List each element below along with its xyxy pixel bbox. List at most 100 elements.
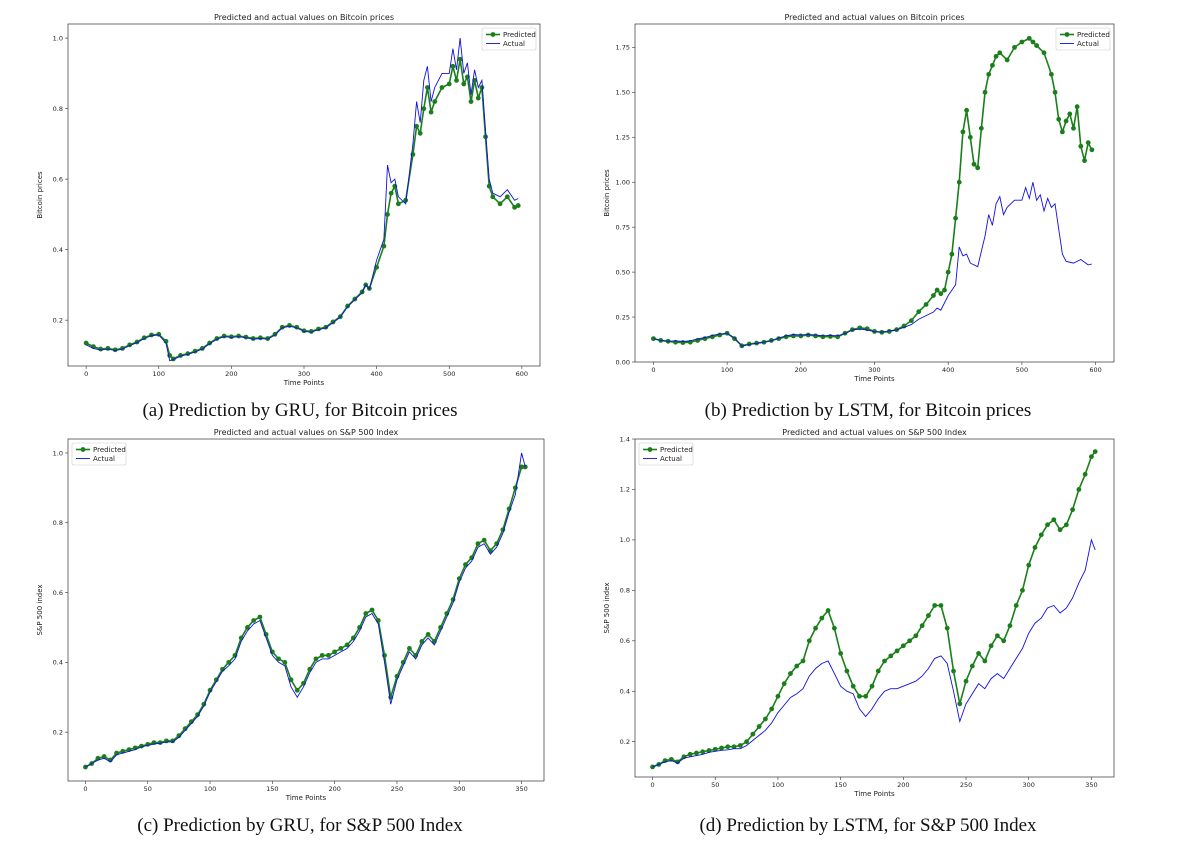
predicted-point-a-52 xyxy=(421,106,427,112)
predicted-point-d-31 xyxy=(844,668,850,674)
y-tick-label-b-4: 1.00 xyxy=(616,179,630,187)
predicted-point-c-71 xyxy=(522,464,528,470)
legend-box-c xyxy=(71,442,127,466)
x-tick-label-d-6: 300 xyxy=(1023,781,1035,789)
predicted-point-d-25 xyxy=(806,638,812,644)
x-axis-label-b: Time Points xyxy=(853,375,895,383)
predicted-point-b-68 xyxy=(1063,118,1069,124)
x-axis-label-c: Time Points xyxy=(285,794,327,802)
caption-d: (d) Prediction by LSTM, for S&P 500 Inde… xyxy=(699,815,1037,836)
legend-actual-label-b: Actual xyxy=(1077,40,1099,48)
predicted-point-b-64 xyxy=(1048,71,1054,77)
y-tick-label-a-0: 0.2 xyxy=(53,316,63,324)
series-actual-line-a xyxy=(85,38,519,362)
predicted-point-d-18 xyxy=(763,716,768,722)
x-tick-label-c-4: 200 xyxy=(328,785,340,793)
predicted-point-a-47 xyxy=(396,201,401,207)
predicted-point-d-44 xyxy=(926,613,931,618)
predicted-point-d-30 xyxy=(838,651,844,656)
predicted-point-d-48 xyxy=(951,668,956,674)
legend-actual-label-c: Actual xyxy=(93,455,115,463)
predicted-point-a-0 xyxy=(83,340,89,346)
predicted-point-d-64 xyxy=(1051,517,1057,523)
predicted-point-d-0 xyxy=(650,764,655,770)
predicted-point-b-59 xyxy=(1019,39,1025,45)
predicted-point-d-8 xyxy=(700,749,706,755)
series-predicted-line-d xyxy=(652,451,1096,768)
predicted-point-c-32 xyxy=(282,659,288,665)
predicted-point-b-32 xyxy=(886,329,892,334)
predicted-point-a-70 xyxy=(497,201,503,207)
predicted-point-a-72 xyxy=(512,204,517,210)
predicted-point-b-21 xyxy=(805,332,811,338)
series-predicted-points-a xyxy=(83,56,521,362)
y-tick-label-d-1: 0.4 xyxy=(620,688,630,696)
predicted-point-b-54 xyxy=(990,62,995,68)
predicted-point-b-55 xyxy=(993,53,999,59)
y-tick-label-a-2: 0.6 xyxy=(53,175,63,183)
predicted-point-c-37 xyxy=(313,656,319,662)
predicted-point-d-55 xyxy=(994,633,1000,639)
x-tick-label-c-1: 50 xyxy=(144,785,152,793)
predicted-point-a-65 xyxy=(475,95,481,101)
chart-d-svg: Predicted and actual values on S&P 500 I… xyxy=(603,428,1115,798)
predicted-point-a-67 xyxy=(483,134,488,140)
chart-panel-a: Predicted and actual values on Bitcoin p… xyxy=(30,10,570,390)
predicted-point-d-23 xyxy=(794,663,800,669)
predicted-point-d-57 xyxy=(1007,623,1013,629)
predicted-point-d-15 xyxy=(744,739,749,745)
predicted-point-d-28 xyxy=(825,608,831,613)
predicted-point-b-69 xyxy=(1067,111,1073,117)
predicted-point-d-7 xyxy=(694,750,699,756)
x-tick-label-a-2: 200 xyxy=(225,370,237,378)
caption-c: (c) Prediction by GRU, for S&P 500 Index xyxy=(137,815,463,836)
predicted-point-d-54 xyxy=(988,643,994,649)
predicted-point-c-26 xyxy=(245,625,250,630)
predicted-point-b-46 xyxy=(960,129,966,135)
predicted-point-d-65 xyxy=(1057,527,1063,533)
legend-predicted-label-d: Predicted xyxy=(660,446,693,454)
predicted-point-b-9 xyxy=(717,332,723,338)
x-tick-label-b-0: 0 xyxy=(651,366,655,374)
predicted-point-d-21 xyxy=(781,681,787,687)
predicted-point-d-43 xyxy=(919,623,925,629)
predicted-point-b-37 xyxy=(923,302,929,307)
y-tick-label-c-3: 0.8 xyxy=(53,519,63,527)
predicted-point-a-23 xyxy=(243,334,249,340)
predicted-point-d-10 xyxy=(712,746,718,752)
predicted-point-d-36 xyxy=(875,668,881,674)
predicted-point-a-58 xyxy=(450,63,456,69)
predicted-point-a-48 xyxy=(403,197,409,203)
predicted-point-d-51 xyxy=(969,663,975,669)
legend-predicted-marker-b xyxy=(1064,32,1070,37)
predicted-point-d-52 xyxy=(976,651,981,656)
predicted-point-d-33 xyxy=(857,693,862,699)
predicted-point-c-34 xyxy=(294,687,300,693)
legend-predicted-label-b: Predicted xyxy=(1077,31,1110,39)
x-tick-label-a-6: 600 xyxy=(516,370,528,378)
predicted-point-d-19 xyxy=(769,706,775,712)
predicted-point-b-65 xyxy=(1052,89,1058,95)
predicted-point-b-45 xyxy=(956,179,962,185)
predicted-point-a-59 xyxy=(454,78,459,83)
predicted-point-a-26 xyxy=(265,336,271,341)
predicted-point-d-47 xyxy=(944,625,950,631)
predicted-point-d-46 xyxy=(938,603,944,608)
y-tick-label-d-0: 0.2 xyxy=(620,738,630,746)
caption-b: (b) Prediction by LSTM, for Bitcoin pric… xyxy=(704,400,1032,421)
legend-predicted-marker-a xyxy=(490,32,496,37)
predicted-point-b-72 xyxy=(1078,143,1084,149)
predicted-point-d-41 xyxy=(907,638,913,644)
predicted-point-d-61 xyxy=(1032,545,1038,550)
x-tick-label-a-3: 300 xyxy=(298,370,310,378)
predicted-point-b-48 xyxy=(967,134,973,140)
predicted-point-b-62 xyxy=(1034,43,1040,48)
y-tick-label-d-3: 0.8 xyxy=(620,587,630,595)
legend-box-d xyxy=(638,442,694,466)
predicted-point-b-57 xyxy=(1004,57,1010,63)
predicted-point-a-56 xyxy=(439,85,445,90)
predicted-point-d-16 xyxy=(750,731,756,737)
predicted-point-a-63 xyxy=(468,99,474,104)
predicted-point-d-62 xyxy=(1038,532,1044,538)
